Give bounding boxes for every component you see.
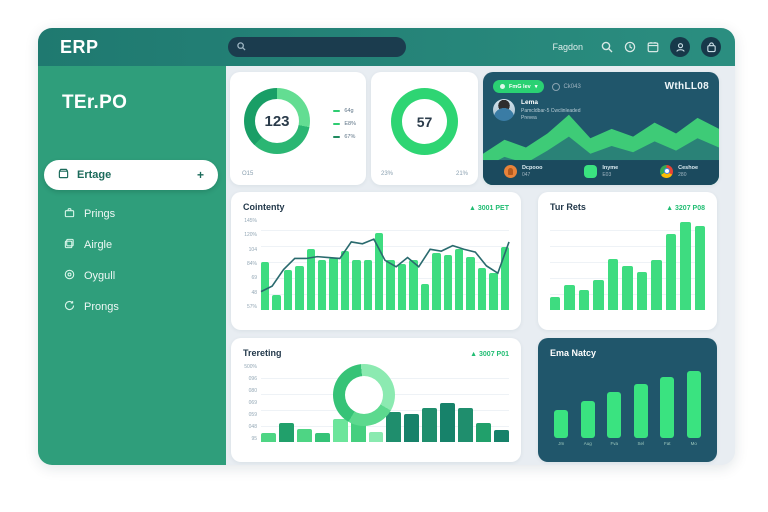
search-input[interactable] [252, 42, 397, 52]
card-title: WthLL08 [664, 81, 709, 92]
status-pill-label: FmG lev [509, 83, 531, 90]
user-subtitle-2: Prevea [521, 115, 537, 121]
user-subtitle: Pamcldbar-5 Cwclinleaded [521, 107, 581, 114]
user-name: Lema [521, 99, 538, 106]
search-icon[interactable] [601, 41, 613, 53]
stat-right: 21% [455, 171, 468, 177]
ascending-bar-chart [550, 218, 705, 310]
stat-name: Inyme [602, 164, 619, 171]
sidebar-item-oygull[interactable]: Oygull [38, 269, 226, 283]
stat-value: E03 [602, 172, 612, 178]
profile-stat: Dcpooo 047 [503, 164, 543, 178]
stat-left: 23% [381, 171, 394, 177]
profile-stat: Ceshoe 280 [660, 164, 699, 178]
delta-badge: ▲ 3001 PET [468, 205, 509, 212]
calendar-icon[interactable] [647, 41, 659, 53]
combo-bar-line-chart [261, 218, 509, 310]
legend-swatch [333, 136, 341, 138]
bag-button[interactable] [701, 37, 721, 57]
sidebar-item-label: Oygull [84, 270, 116, 282]
avatar [493, 99, 515, 121]
y-axis-ticks: 500% 096 080 069 059 048 95 [244, 364, 257, 442]
kpi-donut-card-2: 57 23% 21% [371, 72, 478, 185]
y-axis-ticks: 145% 120% 104 84% 69 48 57% [244, 218, 257, 310]
chevron-down-icon: ▾ [534, 83, 538, 90]
square-badge-icon [584, 164, 598, 178]
search-bar[interactable] [228, 37, 406, 57]
profile-button[interactable] [670, 37, 690, 57]
delta-badge: ▲ 3007 P01 [470, 351, 509, 358]
trending-chart-card: Trereting ▲ 3007 P01 500% 096 080 069 059 048… [231, 338, 521, 462]
sidebar-item-label: Airgle [84, 239, 113, 251]
sidebar-title: TEr.PO [62, 92, 128, 113]
sidebar-item-label: Prongs [84, 301, 119, 313]
status-pill[interactable]: FmG lev ▾ [493, 80, 545, 93]
profile-stat: Inyme E03 [584, 164, 619, 178]
stat-value: 280 [678, 172, 687, 178]
sidebar-item-label: Ertage [77, 169, 112, 181]
donut-legend: 64g E8% 67% [333, 108, 356, 140]
card-footer-label: O15 [242, 171, 254, 177]
card-title: Trereting [243, 348, 282, 358]
kpi-donut-card: 123 64g E8% 67% O15 [230, 72, 366, 185]
legend-label: 67% [344, 134, 356, 140]
donut-value: 57 [416, 113, 433, 130]
card-title: Ema Natcy [550, 348, 597, 358]
legend-label: E8% [344, 121, 356, 127]
combo-chart-card: Cointenty ▲ 3001 PET 145% 120% 104 84% 69 48 5… [231, 192, 521, 330]
donut-chart-57: 57 [391, 88, 458, 155]
monthly-bar-chart: Jm Aug Fva Sel Fat Mo [552, 364, 703, 446]
stat-name: Ceshoe [678, 164, 699, 171]
app-window: ERP Fagdon T [38, 28, 735, 465]
donut-value: 123 [264, 112, 290, 130]
stat-value: 047 [521, 172, 531, 178]
legend-swatch [333, 123, 341, 125]
badge: Ck043 [552, 82, 581, 91]
plus-icon[interactable]: + [196, 168, 204, 182]
app-logo: ERP [60, 36, 99, 57]
legend-item: E8% [333, 121, 356, 127]
bar-chart-card: Tur Rets ▲ 3207 P08 [538, 192, 717, 330]
refresh-icon [64, 300, 75, 314]
dark-bar-chart-card: Ema Natcy Jm Aug Fva Sel Fat Mo [538, 338, 717, 462]
donut-overlay [333, 364, 395, 426]
clock-icon[interactable] [624, 41, 636, 53]
sidebar-item-prongs[interactable]: Prongs [38, 300, 226, 314]
mountain-area-chart [483, 107, 719, 185]
top-bar: ERP Fagdon [38, 28, 735, 66]
briefcase-icon [64, 207, 75, 221]
legend-swatch [333, 110, 341, 112]
legend-item: 67% [333, 134, 356, 140]
legend-item: 64g [333, 108, 356, 114]
sidebar-item-label: Prings [84, 208, 116, 220]
profile-card: FmG lev ▾ Ck043 WthLL08 Lema Pamcldbar-5… [483, 72, 719, 185]
search-icon [237, 38, 246, 56]
archive-icon [58, 168, 69, 182]
chrome-icon [660, 164, 674, 178]
sidebar-item-airgle[interactable]: Airgle [38, 238, 226, 252]
main-content: 123 64g E8% 67% O15 57 23% 21% FmG lev [226, 66, 735, 465]
sidebar-item-ertage[interactable]: Ertage + [44, 160, 218, 190]
person-badge-icon [503, 164, 517, 178]
user-dot-icon [500, 84, 505, 89]
legend-label: 64g [344, 108, 354, 114]
stat-name: Dcpooo [521, 164, 543, 171]
region-label: Fagdon [552, 42, 583, 52]
donut-chart-123: 123 [244, 88, 310, 154]
sidebar: TEr.PO Ertage + Prings Airgle Oygull [38, 66, 226, 465]
card-title: Tur Rets [550, 202, 586, 212]
target-icon [64, 269, 75, 283]
card-title: Cointenty [243, 202, 285, 212]
pages-icon [64, 238, 75, 252]
sidebar-item-prings[interactable]: Prings [38, 207, 226, 221]
badge-label: Ck043 [563, 83, 581, 90]
delta-badge: ▲ 3207 P08 [666, 205, 705, 212]
ring-icon [552, 82, 561, 91]
